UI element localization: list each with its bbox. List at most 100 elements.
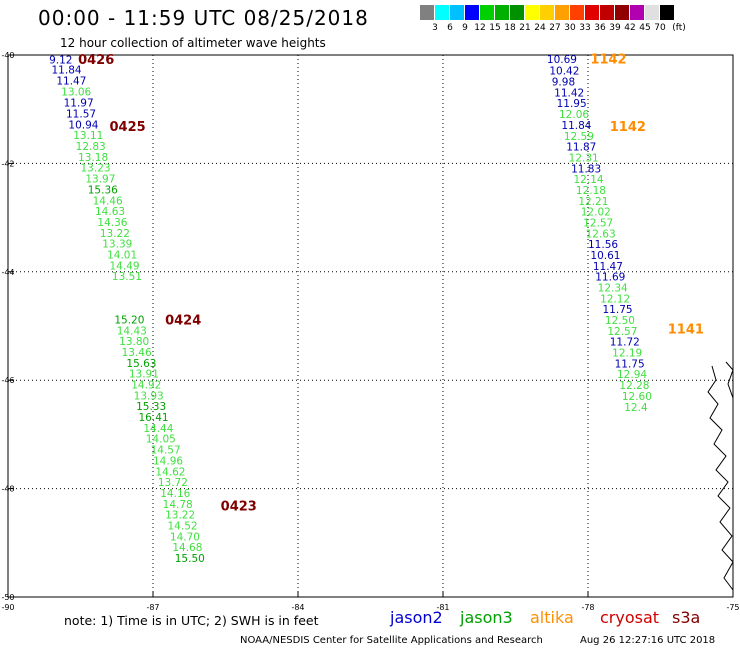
wave-height-value: 11.72 [610, 337, 640, 349]
pass-time-label: 1142 [590, 52, 626, 67]
wave-height-value: 14.49 [110, 260, 140, 272]
wave-height-value: 13.18 [78, 152, 108, 164]
map-subtitle: 12 hour collection of altimeter wave hei… [60, 36, 326, 50]
wave-height-value: 15.50 [175, 553, 205, 565]
pass-time-label: 0426 [78, 53, 114, 68]
wave-height-value: 14.62 [155, 466, 185, 478]
wave-height-value: 15.63 [126, 358, 156, 370]
colorbar-label: 30 [564, 23, 576, 33]
pass-time-label: 0425 [110, 120, 146, 135]
latitude-tick-label: -50 [1, 593, 14, 602]
colorbar-cell [570, 5, 585, 20]
latitude-tick-label: -44 [1, 268, 14, 277]
longitude-tick-label: -78 [581, 603, 594, 612]
colorbar-label: 45 [639, 23, 651, 33]
wave-height-value: 16.41 [139, 412, 169, 424]
wave-height-value: 13.93 [134, 390, 164, 402]
colorbar-label: 12 [474, 23, 486, 33]
wave-height-value: 12.02 [581, 207, 611, 219]
wave-height-value: 14.78 [163, 499, 193, 511]
wave-height-value: 12.31 [569, 152, 599, 164]
colorbar-label: 39 [609, 23, 621, 33]
wave-height-value: 12.63 [586, 228, 616, 240]
wave-height-value: 10.61 [590, 250, 620, 262]
latitude-tick-label: -48 [1, 485, 14, 494]
latitude-tick-label: -46 [1, 376, 14, 385]
colorbar-label: 42 [624, 23, 636, 33]
longitude-tick-label: -84 [291, 603, 304, 612]
legend-jason3: jason3 [460, 608, 513, 627]
wave-height-value: 13.23 [81, 163, 111, 175]
colorbar-cell [480, 5, 495, 20]
wave-height-value: 12.06 [559, 109, 589, 121]
wave-height-value: 11.84 [52, 65, 82, 77]
colorbar-cell [450, 5, 465, 20]
pass-time-label: 1142 [610, 120, 646, 135]
wave-height-value: 14.92 [131, 380, 161, 392]
wave-height-value: 10.69 [547, 54, 577, 66]
wave-height-value: 13.46 [122, 347, 152, 359]
colorbar-label: 70 [654, 23, 666, 33]
wave-height-value: 14.57 [151, 445, 181, 457]
wave-height-value: 12.94 [617, 369, 647, 381]
wave-height-value: 14.36 [97, 217, 127, 229]
wave-height-value: 12.57 [583, 217, 613, 229]
wave-height-value: 13.97 [85, 174, 115, 186]
wave-height-value: 14.16 [160, 488, 190, 500]
colorbar-cell [495, 5, 510, 20]
colorbar-cell [465, 5, 480, 20]
wave-height-value: 11.47 [56, 75, 86, 87]
wave-height-value: 12.59 [564, 131, 594, 143]
pass-time-label: 0423 [221, 499, 257, 514]
wave-height-value: 13.72 [158, 477, 188, 489]
pass-time-label: 0424 [165, 313, 201, 328]
wave-height-value: 11.87 [566, 142, 596, 154]
longitude-tick-label: -87 [146, 603, 159, 612]
wave-height-value: 13.22 [100, 228, 130, 240]
wave-height-value: 12.57 [607, 326, 637, 338]
colorbar-label: 24 [534, 23, 546, 33]
map-frame [7, 54, 734, 598]
colorbar-label: 3 [432, 23, 438, 33]
wave-height-value: 10.94 [68, 119, 98, 131]
wave-height-value: 12.28 [619, 380, 649, 392]
wave-height-value: 13.91 [129, 369, 159, 381]
legend-altika: altika [530, 608, 574, 627]
wave-height-value: 12.21 [578, 196, 608, 208]
wave-height-value: 14.01 [107, 249, 137, 261]
wave-height-value: 14.52 [168, 520, 198, 532]
colorbar-cell [435, 5, 450, 20]
coastline [725, 361, 734, 399]
latitude-tick-label: -42 [1, 159, 14, 168]
colorbar-cell [615, 5, 630, 20]
wave-height-value: 12.4 [624, 402, 648, 414]
wave-height-value: 9.98 [552, 77, 575, 89]
map-title: 00:00 - 11:59 UTC 08/25/2018 [38, 6, 369, 30]
wave-height-value: 9.12 [49, 54, 72, 66]
colorbar-label: 9 [462, 23, 468, 33]
wave-height-value: 11.95 [557, 98, 587, 110]
wave-height-value: 13.11 [73, 130, 103, 142]
colorbar-label: 15 [489, 23, 501, 33]
wave-height-value: 12.50 [605, 315, 635, 327]
colorbar-cell [660, 5, 675, 20]
wave-height-value: 13.06 [61, 86, 91, 98]
wave-height-value: 11.84 [561, 120, 591, 132]
wave-height-value: 13.80 [119, 336, 149, 348]
colorbar-unit: (ft) [672, 23, 686, 33]
wave-height-value: 12.19 [612, 348, 642, 360]
colorbar-cell [630, 5, 645, 20]
wave-height-value: 11.83 [571, 163, 601, 175]
wave-height-value: 15.20 [114, 314, 144, 326]
wave-height-value: 14.68 [172, 542, 202, 554]
wave-height-value: 12.12 [600, 293, 630, 305]
legend-s3a: s3a [672, 608, 701, 627]
colorbar-label: 21 [519, 23, 531, 33]
wave-height-value: 11.75 [615, 358, 645, 370]
colorbar-cell [585, 5, 600, 20]
wave-height-value: 14.70 [170, 531, 200, 543]
wave-height-value: 10.42 [549, 66, 579, 78]
wave-height-value: 11.69 [595, 272, 625, 284]
colorbar-label: 33 [579, 23, 591, 33]
